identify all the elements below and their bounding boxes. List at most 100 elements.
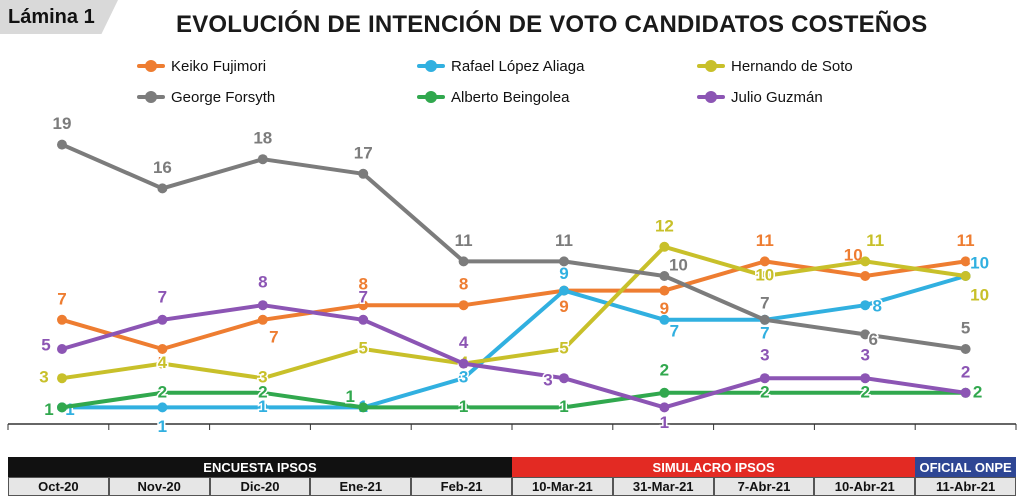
data-label-hernando-de-soto: 3 bbox=[258, 368, 267, 387]
x-tick-label: Dic-20 bbox=[209, 477, 311, 496]
legend-item-hernando-de-soto: Hernando de Soto bbox=[697, 56, 853, 76]
data-point-alberto-beingolea bbox=[759, 387, 770, 398]
data-label-julio-guzman: 2 bbox=[961, 362, 970, 381]
data-point-alberto-beingolea bbox=[57, 402, 67, 413]
data-point-keiko-fujimori bbox=[659, 285, 670, 296]
data-point-george-forsyth bbox=[960, 344, 971, 354]
series-line-alberto-beingolea bbox=[60, 390, 968, 410]
data-label-george-forsyth: 10 bbox=[669, 255, 688, 274]
data-label-keiko-fujimori: 7 bbox=[57, 289, 66, 308]
data-label-alberto-beingolea: 2 bbox=[973, 382, 982, 401]
period-oficial-onpe: OFICIAL ONPE bbox=[915, 457, 1016, 477]
data-label-julio-guzman: 5 bbox=[41, 335, 50, 354]
data-label-alberto-beingolea: 1 bbox=[559, 397, 568, 416]
series-line-julio-guzman bbox=[60, 303, 968, 410]
data-label-hernando-de-soto: 3 bbox=[39, 368, 48, 387]
legend-swatch bbox=[137, 56, 165, 76]
data-point-hernando-de-soto bbox=[57, 373, 67, 384]
legend-swatch bbox=[417, 87, 445, 107]
data-point-george-forsyth bbox=[759, 314, 770, 325]
data-point-julio-guzman bbox=[559, 373, 569, 384]
data-point-hernando-de-soto bbox=[960, 271, 971, 281]
data-point-alberto-beingolea bbox=[458, 402, 469, 413]
data-label-george-forsyth: 6 bbox=[868, 330, 877, 349]
x-tick-label: 10-Abr-21 bbox=[814, 477, 916, 496]
data-label-rafael-lopez-aliaga: 10 bbox=[970, 253, 989, 272]
data-point-alberto-beingolea bbox=[659, 387, 670, 398]
data-label-julio-guzman: 3 bbox=[860, 346, 869, 365]
x-tick-label: Nov-20 bbox=[108, 477, 210, 496]
data-label-hernando-de-soto: 12 bbox=[655, 216, 674, 235]
data-point-george-forsyth bbox=[458, 256, 469, 267]
data-point-rafael-lopez-aliaga bbox=[257, 402, 268, 413]
data-label-alberto-beingolea: 1 bbox=[345, 387, 354, 406]
data-label-hernando-de-soto: 10 bbox=[755, 265, 774, 284]
data-label-alberto-beingolea: 2 bbox=[258, 382, 267, 401]
legend-label: Alberto Beingolea bbox=[451, 88, 570, 106]
series-hernando-de-soto: 34354512101110 bbox=[38, 215, 991, 388]
data-point-julio-guzman bbox=[57, 344, 67, 354]
data-point-alberto-beingolea bbox=[559, 402, 569, 413]
x-tick-label: Oct-20 bbox=[8, 477, 109, 496]
data-label-keiko-fujimori: 11 bbox=[957, 231, 975, 250]
legend-item-keiko-fujimori: Keiko Fujimori bbox=[137, 56, 266, 76]
data-label-alberto-beingolea: 1 bbox=[459, 397, 468, 416]
slide-tab-label: Lámina 1 bbox=[8, 6, 95, 28]
data-point-rafael-lopez-aliaga bbox=[860, 300, 871, 311]
category-axis: Oct-20 Nov-20 Dic-20 Ene-21 Feb-21 10-Mar-21 3… bbox=[8, 477, 1016, 496]
legend-swatch bbox=[697, 56, 725, 76]
data-label-rafael-lopez-aliaga: 3 bbox=[459, 368, 468, 387]
data-point-george-forsyth bbox=[559, 256, 569, 267]
chart-title: EVOLUCIÓN DE INTENCIÓN DE VOTO CANDIDATO… bbox=[176, 11, 928, 38]
data-label-alberto-beingolea: 2 bbox=[660, 360, 669, 379]
data-label-hernando-de-soto: 5 bbox=[358, 338, 367, 357]
data-point-hernando-de-soto bbox=[860, 256, 871, 267]
legend-item-julio-guzman: Julio Guzmán bbox=[697, 87, 823, 107]
data-point-george-forsyth bbox=[157, 183, 168, 194]
legend-label: Hernando de Soto bbox=[731, 57, 853, 75]
data-point-hernando-de-soto bbox=[659, 241, 670, 252]
data-label-julio-guzman: 3 bbox=[760, 346, 769, 365]
data-point-rafael-lopez-aliaga bbox=[559, 285, 569, 296]
period-bar: ENCUESTA IPSOS SIMULACRO IPSOS OFICIAL ONP… bbox=[8, 457, 1016, 477]
series-keiko-fujimori: 7578899111011 bbox=[56, 229, 976, 374]
x-tick-label: 31-Mar-21 bbox=[612, 477, 714, 496]
data-label-alberto-beingolea: 2 bbox=[860, 382, 869, 401]
series-george-forsyth: 19 16 18 17 11 11 10 7 6 5 bbox=[51, 113, 972, 354]
data-point-keiko-fujimori bbox=[960, 256, 971, 267]
data-point-julio-guzman bbox=[759, 373, 770, 384]
data-label-george-forsyth: 17 bbox=[354, 143, 373, 162]
series-line-hernando-de-soto bbox=[60, 244, 968, 381]
data-point-hernando-de-soto bbox=[759, 271, 770, 281]
period-encuesta-ipsos: ENCUESTA IPSOS bbox=[8, 457, 512, 477]
data-point-george-forsyth bbox=[860, 329, 871, 340]
data-label-hernando-de-soto: 5 bbox=[559, 338, 568, 357]
data-point-hernando-de-soto bbox=[559, 344, 569, 354]
data-label-alberto-beingolea: 2 bbox=[158, 382, 167, 401]
data-label-hernando-de-soto: 10 bbox=[970, 285, 989, 304]
data-label-rafael-lopez-aliaga: 9 bbox=[559, 264, 568, 283]
data-point-keiko-fujimori bbox=[157, 344, 168, 354]
data-label-julio-guzman: 3 bbox=[543, 371, 552, 390]
period-simulacro-ipsos: SIMULACRO IPSOS bbox=[512, 457, 916, 477]
data-label-rafael-lopez-aliaga: 8 bbox=[872, 297, 881, 316]
data-label-george-forsyth: 11 bbox=[555, 231, 573, 250]
data-point-keiko-fujimori bbox=[57, 314, 67, 325]
data-label-keiko-fujimori: 7 bbox=[269, 327, 278, 346]
data-point-alberto-beingolea bbox=[257, 387, 268, 398]
data-label-hernando-de-soto: 11 bbox=[866, 231, 884, 250]
data-point-hernando-de-soto bbox=[257, 373, 268, 384]
legend-label: Julio Guzmán bbox=[731, 88, 823, 106]
data-point-rafael-lopez-aliaga bbox=[659, 314, 670, 325]
data-label-keiko-fujimori: 8 bbox=[459, 275, 468, 294]
data-label-george-forsyth: 5 bbox=[961, 318, 970, 337]
data-point-julio-guzman bbox=[960, 387, 971, 398]
data-point-hernando-de-soto bbox=[358, 344, 369, 354]
data-label-rafael-lopez-aliaga: 1 bbox=[158, 417, 167, 436]
x-tick-label: 11-Abr-21 bbox=[915, 477, 1016, 496]
legend-item-alberto-beingolea: Alberto Beingolea bbox=[417, 87, 569, 107]
data-point-julio-guzman bbox=[860, 373, 871, 384]
data-label-alberto-beingolea: 2 bbox=[760, 382, 769, 401]
data-label-rafael-lopez-aliaga: 1 bbox=[65, 400, 74, 419]
